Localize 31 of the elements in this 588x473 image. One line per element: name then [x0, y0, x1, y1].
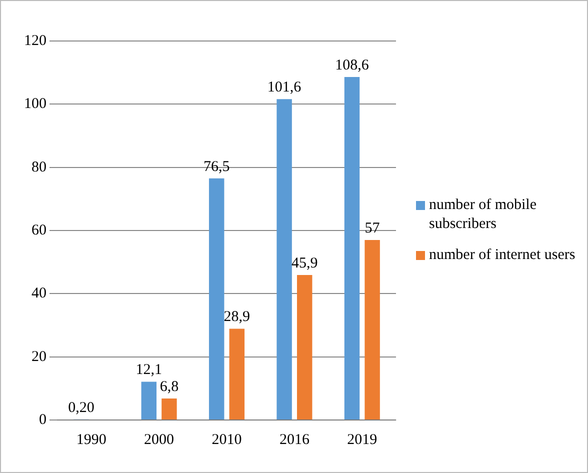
- y-tick-label: 80: [32, 159, 46, 176]
- legend-label: number of mobile subscribers: [429, 196, 538, 234]
- data-label: 28,9: [224, 309, 250, 326]
- y-tick-label: 20: [32, 348, 46, 365]
- bar: [364, 240, 380, 420]
- bar: [162, 398, 177, 420]
- data-label: 101,6: [267, 80, 302, 96]
- y-tick-label: 100: [24, 96, 46, 112]
- bar: [208, 178, 224, 420]
- bar: [229, 328, 245, 420]
- bar: [344, 77, 360, 420]
- y-tick-label: 120: [24, 32, 46, 49]
- x-tick-label: 2010: [212, 432, 242, 448]
- data-label: 45,9: [291, 255, 318, 272]
- y-tick-label: 0: [39, 412, 46, 428]
- data-label: 6,8: [160, 378, 179, 395]
- data-label: 12,1: [136, 362, 162, 378]
- y-tick-label: 40: [32, 286, 46, 302]
- y-tick-label: 60: [32, 222, 46, 238]
- x-tick-label: 2016: [279, 432, 310, 448]
- data-label: 76,5: [203, 158, 230, 175]
- data-label: 108,6: [335, 57, 370, 74]
- x-tick-label: 2019: [347, 432, 378, 448]
- data-label: 0,20: [68, 400, 94, 416]
- legend-label: number of internet users: [429, 246, 576, 265]
- bar: [276, 99, 292, 420]
- data-label: 57: [364, 220, 380, 236]
- bar: [296, 275, 312, 420]
- x-tick-label: 2000: [144, 432, 174, 448]
- bar: [141, 382, 157, 420]
- x-tick-label: 1990: [76, 432, 106, 448]
